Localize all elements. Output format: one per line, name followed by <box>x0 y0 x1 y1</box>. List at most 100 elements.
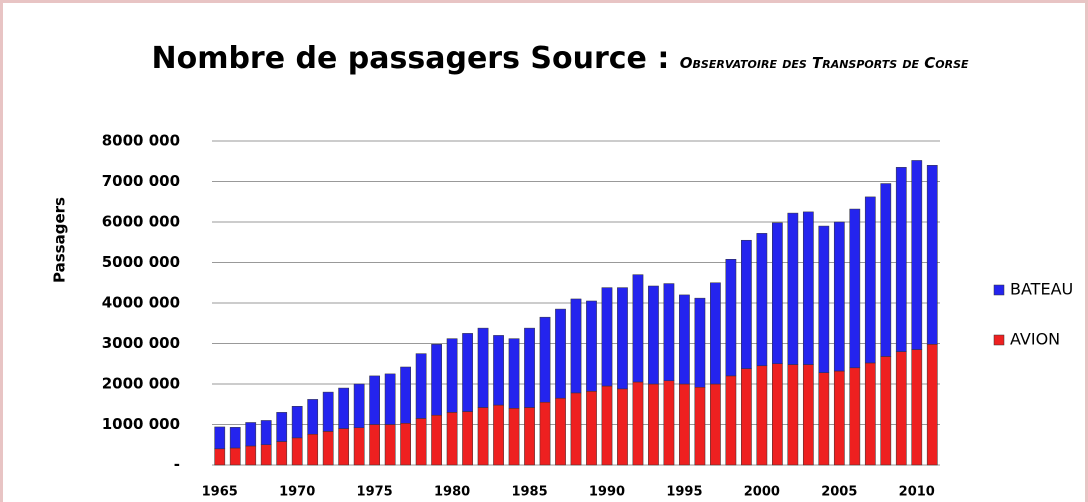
bar-segment <box>849 208 861 369</box>
bar-segment <box>462 411 473 466</box>
bar-segment <box>524 407 535 466</box>
y-tick-label: 6000 000 <box>102 213 180 231</box>
chart-subtitle: Observatoire des Transports de Corse <box>679 54 969 72</box>
bar-segment <box>508 408 520 466</box>
bar-segment <box>880 356 892 466</box>
bar-segment <box>895 351 907 466</box>
bar-segment <box>415 418 427 466</box>
bar-segment <box>864 362 876 466</box>
bar-segment <box>679 383 690 466</box>
bar-segment <box>508 338 520 409</box>
bar-segment <box>353 383 365 428</box>
bar-segment <box>431 344 442 416</box>
y-tick-label: 4000 000 <box>102 294 180 312</box>
bar-segment <box>895 167 907 352</box>
x-tick-label: 1975 <box>357 485 393 500</box>
bar-segment <box>384 424 396 466</box>
bar-segment <box>787 364 799 466</box>
bar-segment <box>648 383 659 466</box>
bar-segment <box>818 372 830 466</box>
x-tick-label: 1970 <box>279 485 315 500</box>
bar-segment <box>400 423 411 466</box>
bar-segment <box>756 365 768 466</box>
bar-segment <box>725 259 737 377</box>
bar-segment <box>229 447 241 466</box>
x-tick-label: 2005 <box>821 485 857 500</box>
bar-segment <box>260 444 272 466</box>
bar-segment <box>493 404 504 466</box>
y-tick-label: 1000 000 <box>102 415 180 433</box>
bar-segment <box>570 298 582 394</box>
bar-segment <box>586 391 597 466</box>
bar-segment <box>926 344 938 466</box>
x-tick-label: 2000 <box>744 485 780 500</box>
bar-segment <box>307 399 319 435</box>
bar-segment <box>648 285 659 385</box>
y-tick-label: - <box>174 456 180 474</box>
bar-segment <box>710 383 721 466</box>
bar-segment <box>818 225 830 373</box>
bar-segment <box>570 392 582 466</box>
bar-segment <box>601 385 613 466</box>
bar-segment <box>926 165 938 345</box>
x-tick-label: 1985 <box>511 485 547 500</box>
bar-segment <box>833 221 845 372</box>
bar-segment <box>276 412 288 442</box>
bar-segment <box>555 397 566 466</box>
bar-segment <box>601 287 613 387</box>
y-tick-label: 8000 000 <box>102 132 180 150</box>
bar-segment <box>214 426 226 450</box>
bar-segment <box>477 327 489 408</box>
bar-segment <box>632 274 644 383</box>
bar-segment <box>617 287 628 390</box>
bar-segment <box>415 353 427 419</box>
y-tick-label: 2000 000 <box>102 375 180 393</box>
bar-segment <box>555 308 566 399</box>
bar-segment <box>772 363 783 466</box>
bar-segment <box>291 437 303 466</box>
y-tick-label: 3000 000 <box>102 334 180 352</box>
bar-segment <box>431 414 442 466</box>
bar-segment <box>849 367 861 466</box>
bar-segment <box>229 427 241 449</box>
x-tick-label: 2010 <box>899 485 935 500</box>
bar-segment <box>617 388 628 466</box>
bar-segment <box>524 327 535 408</box>
y-tick-label: 7000 000 <box>102 172 180 190</box>
bar-segment <box>353 427 365 466</box>
legend-label: BATEAU <box>1010 280 1073 299</box>
bar-segment <box>911 160 923 350</box>
bar-segment <box>864 196 876 364</box>
bar-segment <box>632 381 644 466</box>
bar-segment <box>694 386 706 466</box>
y-axis-label: Passagers <box>51 197 69 283</box>
bar-segment <box>493 335 504 406</box>
x-tick-label: 1980 <box>434 485 470 500</box>
y-tick-label: 5000 000 <box>102 253 180 271</box>
bar-segment <box>694 297 706 388</box>
legend-label: AVION <box>1010 330 1060 349</box>
bar-segment <box>260 420 272 446</box>
bar-segment <box>539 316 551 403</box>
bar-segment <box>663 380 675 466</box>
bar-segment <box>214 448 226 466</box>
bar-segment <box>741 368 752 466</box>
bar-segment <box>400 366 411 424</box>
bar-segment <box>787 212 799 365</box>
bar-segment <box>307 433 319 466</box>
x-tick-label: 1965 <box>202 485 238 500</box>
bar-segment <box>384 373 396 425</box>
bar-segment <box>369 375 380 425</box>
bar-segment <box>446 412 458 466</box>
bar-segment <box>833 370 845 466</box>
x-tick-label: 1990 <box>589 485 625 500</box>
bar-segment <box>880 183 892 357</box>
x-tick-label: 1995 <box>666 485 702 500</box>
bar-segment <box>369 424 380 466</box>
chart-title: Nombre de passagers Source : <box>151 41 670 76</box>
bar-segment <box>462 333 473 412</box>
legend-swatch <box>993 284 1005 296</box>
bar-segment <box>291 406 303 439</box>
